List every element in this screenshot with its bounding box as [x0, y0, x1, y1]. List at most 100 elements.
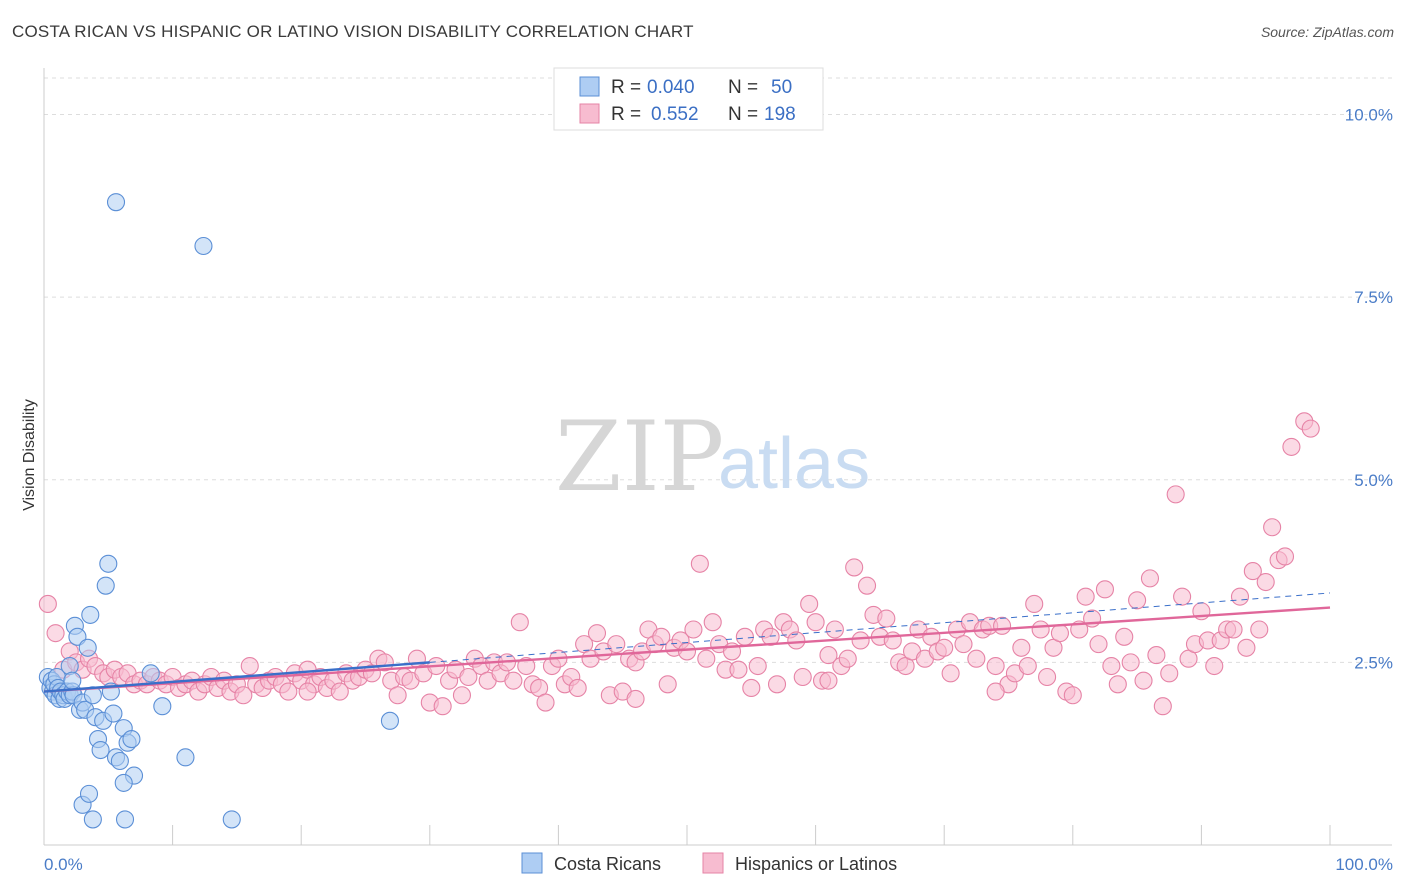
hispanics-point-95	[652, 627, 671, 646]
hispanics-point-113	[767, 675, 787, 694]
hispanics-point-100	[684, 620, 703, 639]
hispanics-point-181	[1205, 656, 1224, 676]
bottom-legend-hispanics: Hispanics or Latinos	[735, 854, 897, 874]
costa-ricans-point-38	[122, 730, 141, 749]
hispanics-point-186	[1237, 638, 1256, 657]
costa-ricans-point-17	[63, 671, 82, 690]
hispanics-point-176	[1173, 587, 1192, 606]
chart-title: COSTA RICAN VS HISPANIC OR LATINO VISION…	[12, 22, 694, 41]
costa-ricans-point-51	[380, 711, 399, 730]
legend-r-value-blue: 0.040	[647, 77, 695, 98]
hispanics-point-107	[729, 660, 748, 679]
hispanics-point-125	[845, 558, 864, 577]
hispanics-point-1	[46, 624, 65, 643]
legend-n-label-blue: N =	[728, 77, 758, 98]
hispanics-point-109	[742, 678, 761, 697]
hispanics-point-116	[787, 631, 806, 650]
hispanics-point-85	[587, 624, 607, 643]
hispanics-point-165	[1102, 656, 1121, 676]
watermark-zip: ZIP	[555, 401, 724, 513]
hispanics-point-82	[568, 678, 587, 697]
hispanics-point-61	[433, 697, 452, 716]
hispanics-point-127	[857, 576, 877, 595]
hispanics-point-175	[1166, 485, 1185, 504]
watermark: ZIP atlas	[555, 401, 870, 513]
hispanics-point-73	[510, 613, 529, 632]
hispanics-point-190	[1263, 518, 1282, 537]
hispanics-point-187	[1243, 562, 1262, 581]
hispanics-point-192	[1275, 547, 1295, 566]
costa-ricans-point-46	[176, 748, 195, 767]
hispanics-point-37	[279, 682, 298, 701]
hispanics-point-119	[806, 613, 825, 632]
legend-n-value-blue: 50	[771, 77, 792, 98]
hispanics-point-164	[1095, 580, 1114, 599]
hispanics-point-99	[677, 642, 697, 661]
hispanics-point-152	[1018, 656, 1037, 676]
bottom-legend: Costa Ricans Hispanics or Latinos	[521, 852, 897, 874]
legend-swatch-pink	[579, 103, 600, 124]
hispanics-point-184	[1224, 620, 1243, 639]
y-tick-label-0: 2.5%	[1354, 653, 1393, 672]
hispanics-point-163	[1089, 635, 1108, 654]
hispanics-point-171	[1140, 569, 1160, 588]
costa-ricans-point-44	[115, 810, 135, 829]
costa-ricans-point-41	[79, 784, 99, 803]
y-tick-label-1: 5.0%	[1354, 471, 1393, 490]
hispanics-point-102	[697, 649, 716, 668]
hispanics-point-108	[735, 627, 754, 646]
hispanics-point-148	[993, 616, 1012, 635]
hispanics-point-65	[459, 667, 478, 687]
hispanics-point-144	[967, 649, 986, 668]
hispanics-point-72	[504, 671, 523, 690]
bottom-legend-swatch-hispanics	[702, 852, 724, 874]
hispanics-point-199	[986, 682, 1005, 701]
hispanics-point-54	[388, 686, 407, 705]
legend-r-label-pink: R =	[611, 104, 641, 125]
costa-ricans-point-28	[91, 740, 110, 760]
hispanics-point-189	[1256, 572, 1275, 592]
hispanics-point-77	[536, 693, 555, 712]
source-label: Source: ZipAtlas.com	[1260, 24, 1394, 40]
watermark-atlas: atlas	[718, 424, 870, 504]
hispanics-point-159	[1063, 686, 1082, 705]
costa-ricans-point-31	[99, 554, 118, 573]
legend-n-label-pink: N =	[728, 104, 758, 125]
hispanics-trend-line	[43, 606, 1331, 693]
costa-ricans-point-48	[106, 193, 126, 212]
hispanics-point-151	[1012, 638, 1031, 657]
hispanics-point-142	[954, 635, 973, 654]
hispanics-point-173	[1153, 697, 1172, 716]
axes	[43, 68, 1392, 846]
hispanics-point-169	[1128, 591, 1147, 610]
hispanics-point-101	[690, 554, 709, 573]
hispanics-point-155	[1038, 667, 1057, 687]
hispanics-point-198	[819, 671, 838, 690]
y-tick-label-2: 7.5%	[1354, 288, 1393, 307]
hispanics-point-64	[452, 686, 472, 705]
y-axis-title: Vision Disability	[21, 399, 38, 511]
hispanics-point-157	[1050, 624, 1069, 643]
y-tick-label-3: 10.0%	[1345, 106, 1393, 125]
costa-ricans-point-49	[194, 236, 213, 256]
costa-ricans-point-23	[78, 638, 97, 657]
grid-lines	[44, 77, 1392, 663]
legend-r-label-blue: R =	[611, 77, 641, 98]
costa-ricans-point-42	[83, 810, 102, 829]
hispanics-point-197	[626, 689, 645, 708]
legend-swatch-blue	[579, 76, 600, 97]
hispanics-point-117	[793, 667, 812, 687]
hispanics-point-96	[658, 675, 677, 694]
hispanics-point-166	[1108, 675, 1127, 694]
hispanics-point-110	[748, 656, 767, 676]
costa-ricans-point-43	[114, 773, 133, 792]
costa-ricans-point-47	[222, 810, 241, 829]
bottom-legend-swatch-costa-ricans	[521, 852, 543, 874]
hispanics-point-172	[1147, 646, 1166, 665]
costa-ricans-point-24	[81, 605, 100, 624]
hispanics-point-139	[935, 638, 954, 657]
x-tick-label-min: 0.0%	[44, 855, 83, 874]
hispanics-point-168	[1121, 653, 1140, 672]
hispanics-point-126	[851, 631, 870, 650]
